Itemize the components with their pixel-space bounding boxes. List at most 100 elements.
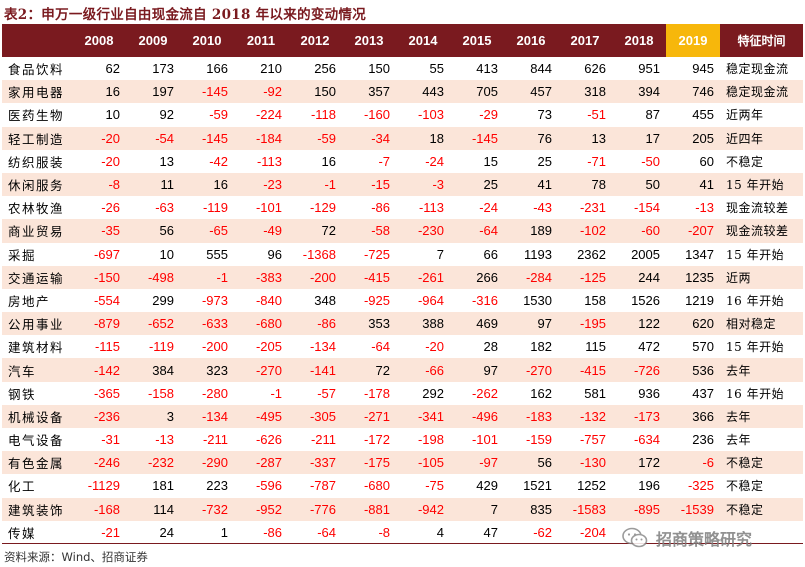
industry-name: 建筑装饰 xyxy=(8,502,65,518)
industry-name: 公用事业 xyxy=(8,317,65,333)
industry-name: 机械设备 xyxy=(8,409,65,425)
feature-time: 16 年开始 xyxy=(726,293,785,308)
cashflow-value: 66 xyxy=(483,246,498,262)
cashflow-value: -13 xyxy=(155,432,174,448)
cashflow-value: -383 xyxy=(255,269,282,285)
cashflow-value: 469 xyxy=(476,316,498,332)
cashflow-value: -159 xyxy=(525,432,552,448)
cashflow-value: -141 xyxy=(309,362,336,378)
cashflow-value: 41 xyxy=(537,177,552,193)
industry-name: 轻工制造 xyxy=(8,131,65,147)
cashflow-value: 73 xyxy=(537,107,552,123)
cashflow-value: 266 xyxy=(476,269,498,285)
cashflow-value: 11 xyxy=(160,177,175,193)
cashflow-value: 7 xyxy=(490,501,498,517)
cashflow-value: 17 xyxy=(645,130,660,146)
cashflow-value: -280 xyxy=(201,385,228,401)
cashflow-value: -23 xyxy=(263,177,282,193)
header-row: 2008 2009 2010 2011 2012 2013 2014 2015 2016 2017… xyxy=(2,24,803,57)
header-year: 2009 xyxy=(126,24,180,57)
cashflow-value: -86 xyxy=(371,200,390,216)
header-year: 2008 xyxy=(72,24,126,57)
table-row: 房地产 -554 299 -973 -840 348 -925 -964 -316 1530 158… xyxy=(2,289,803,312)
cashflow-value: -50 xyxy=(641,153,660,169)
cashflow-value: 47 xyxy=(483,524,498,540)
cashflow-value: -337 xyxy=(309,455,336,471)
watermark-text: 招商策略研究 xyxy=(656,530,753,549)
cashflow-value: 210 xyxy=(260,61,282,77)
cashflow-value: -113 xyxy=(418,200,444,216)
cashflow-value: -787 xyxy=(309,478,336,494)
cashflow-value: -204 xyxy=(579,524,606,540)
cashflow-value: -325 xyxy=(687,478,714,494)
cashflow-value: -145 xyxy=(201,84,228,100)
cashflow-value: -925 xyxy=(363,292,390,308)
cashflow-value: -776 xyxy=(309,501,336,517)
cashflow-value: 3 xyxy=(166,408,174,424)
cashflow-value: 429 xyxy=(476,478,498,494)
industry-name: 纺织服装 xyxy=(8,154,65,170)
cashflow-value: -20 xyxy=(425,339,444,355)
cashflow-value: -65 xyxy=(209,223,228,239)
cashflow-value: -62 xyxy=(533,524,552,540)
cashflow-value: -498 xyxy=(147,269,174,285)
cashflow-value: 1347 xyxy=(685,246,714,262)
cashflow-value: 472 xyxy=(638,339,660,355)
industry-name: 汽车 xyxy=(8,363,37,379)
cashflow-value: 56 xyxy=(537,455,552,471)
cashflow-value: -97 xyxy=(479,455,498,471)
cashflow-value: 4 xyxy=(436,524,444,540)
cashflow-value: -341 xyxy=(417,408,444,424)
cashflow-value: 1 xyxy=(220,524,228,540)
cashflow-value: -415 xyxy=(579,362,606,378)
cashflow-value: -757 xyxy=(579,432,606,448)
cashflow-value: 388 xyxy=(422,316,444,332)
cashflow-value: 96 xyxy=(267,246,282,262)
cashflow-value: -113 xyxy=(256,153,282,169)
cashflow-value: -15 xyxy=(371,177,390,193)
cashflow-value: 936 xyxy=(638,385,660,401)
cashflow-value: -86 xyxy=(263,524,282,540)
cashflow-value: -840 xyxy=(255,292,282,308)
cashflow-value: 97 xyxy=(483,362,498,378)
feature-time: 不稳定 xyxy=(726,456,764,471)
cashflow-value: 244 xyxy=(638,269,660,285)
cashflow-value: -103 xyxy=(417,107,444,123)
header-note: 特征时间 xyxy=(720,24,803,57)
cashflow-value: 1235 xyxy=(685,269,714,285)
cashflow-value: -173 xyxy=(633,408,660,424)
cashflow-value: -119 xyxy=(148,339,174,355)
table-row: 农林牧渔 -26 -63 -119 -101 -129 -86 -113 -24 -43 -231 -… xyxy=(2,196,803,219)
cashflow-value: -725 xyxy=(363,246,390,262)
feature-time: 不稳定 xyxy=(726,502,764,517)
cashflow-value: -154 xyxy=(633,200,660,216)
feature-time: 15 年开始 xyxy=(726,340,785,355)
table-row: 交通运输 -150 -498 -1 -383 -200 -415 -261 266 -284 -12… xyxy=(2,265,803,289)
cashflow-value: -115 xyxy=(94,339,120,355)
feature-time: 稳定现金流 xyxy=(726,62,789,77)
table-row: 医药生物 10 92 -59 -224 -118 -160 -103 -29 73 -51 87 455… xyxy=(2,103,803,126)
cashflow-value: -271 xyxy=(363,408,390,424)
cashflow-value: 114 xyxy=(153,501,174,517)
cashflow-value: -132 xyxy=(579,408,606,424)
table-row: 食品饮料 62 173 166 210 256 150 55 413 844 626 951 945 稳定… xyxy=(2,57,803,80)
cashflow-value: 705 xyxy=(476,84,498,100)
cashflow-value: 318 xyxy=(584,84,606,100)
feature-time: 现金流较差 xyxy=(726,224,789,239)
cashflow-value: 41 xyxy=(699,177,714,193)
cashflow-value: -172 xyxy=(363,432,390,448)
cashflow-value: -145 xyxy=(471,130,498,146)
industry-name: 商业贸易 xyxy=(8,224,65,240)
cashflow-value: -942 xyxy=(417,501,444,517)
cashflow-value: -284 xyxy=(525,269,552,285)
cashflow-value: -31 xyxy=(101,432,120,448)
table-row: 商业贸易 -35 56 -65 -49 72 -58 -230 -64 189 -102 -60 -20… xyxy=(2,219,803,243)
cashflow-value: 384 xyxy=(152,362,174,378)
cashflow-value: -231 xyxy=(579,200,606,216)
cashflow-value: -54 xyxy=(155,130,174,146)
cashflow-value: -29 xyxy=(479,107,498,123)
cashflow-value: 366 xyxy=(692,408,714,424)
cashflow-value: -626 xyxy=(255,432,282,448)
cashflow-value: -1 xyxy=(324,177,336,193)
header-year: 2018 xyxy=(612,24,666,57)
